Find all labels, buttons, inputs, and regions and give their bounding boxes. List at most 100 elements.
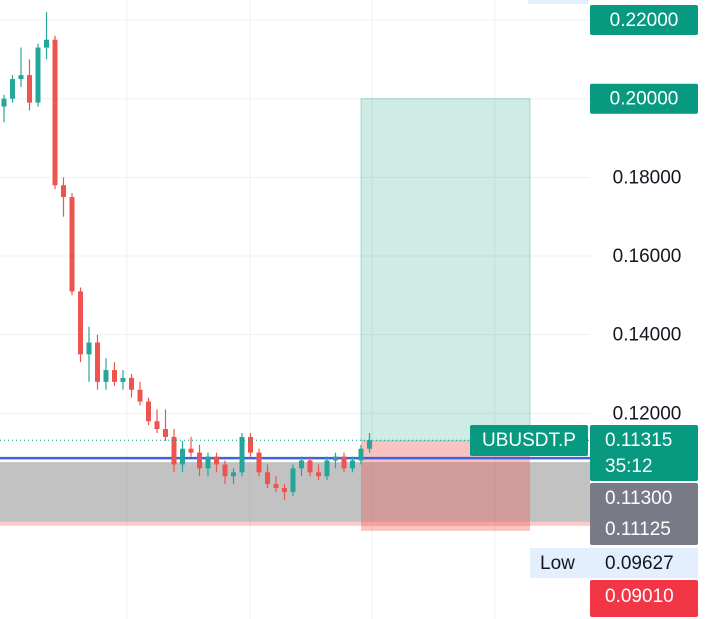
candle-body bbox=[256, 452, 262, 473]
line-price-label: 0.11300 bbox=[605, 488, 672, 509]
last-price-box bbox=[590, 425, 698, 481]
candle bbox=[282, 484, 287, 500]
candle-body bbox=[154, 421, 160, 430]
candle-body bbox=[205, 456, 211, 469]
candle bbox=[197, 444, 202, 477]
stop-box bbox=[590, 580, 698, 617]
candle-body bbox=[180, 448, 185, 465]
candle bbox=[103, 358, 109, 390]
candle bbox=[146, 397, 151, 426]
candle bbox=[1, 94, 7, 123]
candle bbox=[95, 334, 100, 390]
candle bbox=[256, 448, 262, 477]
candle bbox=[299, 456, 304, 477]
candle bbox=[137, 381, 143, 406]
candle-body bbox=[324, 460, 330, 477]
y-tick-label: 0.14000 bbox=[613, 325, 682, 346]
candle bbox=[10, 75, 15, 103]
candle bbox=[273, 476, 279, 492]
candle bbox=[180, 440, 185, 473]
candle bbox=[18, 47, 24, 87]
candle-body bbox=[316, 472, 321, 477]
candle-body bbox=[333, 456, 338, 461]
candle bbox=[52, 35, 58, 190]
candle-body bbox=[358, 448, 364, 461]
candle bbox=[163, 409, 168, 441]
candle bbox=[358, 444, 364, 465]
candle-body bbox=[248, 436, 253, 453]
candle-body bbox=[163, 429, 168, 437]
y-tick-label: 0.22000 bbox=[610, 10, 679, 31]
symbol-label: UBUSDT.P bbox=[482, 430, 576, 451]
candle bbox=[214, 452, 219, 473]
corner-box bbox=[528, 0, 588, 4]
candle-body bbox=[171, 436, 177, 465]
symbol-box bbox=[470, 425, 588, 456]
price-box bbox=[590, 5, 698, 36]
candle-body bbox=[27, 75, 32, 103]
candle-body bbox=[146, 401, 151, 422]
candle bbox=[307, 456, 313, 477]
candle bbox=[324, 456, 330, 481]
candle-body bbox=[35, 47, 41, 103]
candle-body bbox=[44, 39, 49, 48]
candle bbox=[129, 373, 134, 398]
candle bbox=[316, 464, 321, 481]
candle bbox=[112, 362, 117, 386]
candle bbox=[44, 12, 49, 60]
candle-body bbox=[95, 342, 100, 382]
candle bbox=[86, 326, 92, 382]
candle-body bbox=[10, 79, 15, 99]
candle bbox=[188, 436, 194, 457]
candle bbox=[231, 468, 236, 485]
low-name: Low bbox=[540, 553, 575, 574]
candle-body bbox=[239, 436, 245, 473]
candle-body bbox=[103, 370, 109, 382]
vertical-grid bbox=[126, 0, 496, 619]
candle-body bbox=[350, 460, 355, 469]
countdown-label: 35:12 bbox=[605, 456, 653, 477]
candle-body bbox=[273, 484, 279, 489]
candle-body bbox=[341, 456, 347, 469]
low-price-label: 0.09627 bbox=[605, 553, 674, 574]
candle bbox=[265, 464, 270, 489]
candle-body bbox=[69, 197, 75, 292]
y-tick-label: 0.20000 bbox=[610, 89, 679, 110]
candle bbox=[78, 287, 83, 363]
candle-body bbox=[299, 460, 304, 469]
profit-zone bbox=[360, 98, 531, 442]
candle bbox=[171, 429, 177, 473]
candle bbox=[239, 432, 245, 477]
candle bbox=[27, 59, 32, 111]
candle-body bbox=[197, 452, 202, 469]
stop-price-label: 0.09010 bbox=[605, 586, 674, 607]
candle bbox=[205, 452, 211, 477]
last-price-label: 0.11315 bbox=[605, 430, 672, 451]
candle-body bbox=[120, 377, 126, 382]
candle bbox=[61, 177, 66, 217]
candle-body bbox=[214, 456, 219, 465]
y-tick-label: 0.16000 bbox=[613, 246, 682, 267]
candle bbox=[222, 460, 228, 485]
y-tick-label: 0.18000 bbox=[613, 167, 682, 188]
candle-body bbox=[129, 377, 134, 390]
candle-body bbox=[1, 98, 7, 107]
candle-body bbox=[307, 460, 313, 473]
candle-body bbox=[78, 291, 83, 355]
price-box bbox=[590, 83, 698, 114]
candle bbox=[35, 43, 41, 107]
line-price-box bbox=[590, 483, 698, 545]
y-tick-label: 0.12000 bbox=[613, 403, 682, 424]
candle bbox=[290, 464, 296, 496]
candle bbox=[120, 370, 126, 390]
candle-body bbox=[222, 464, 228, 477]
candle-body bbox=[265, 472, 270, 485]
candle-body bbox=[18, 75, 24, 80]
candle bbox=[367, 432, 372, 453]
candle-body bbox=[282, 488, 287, 492]
candle bbox=[333, 452, 338, 469]
zone-price-label: 0.11125 bbox=[605, 519, 671, 540]
candle-body bbox=[231, 472, 236, 477]
low-box bbox=[530, 548, 698, 578]
